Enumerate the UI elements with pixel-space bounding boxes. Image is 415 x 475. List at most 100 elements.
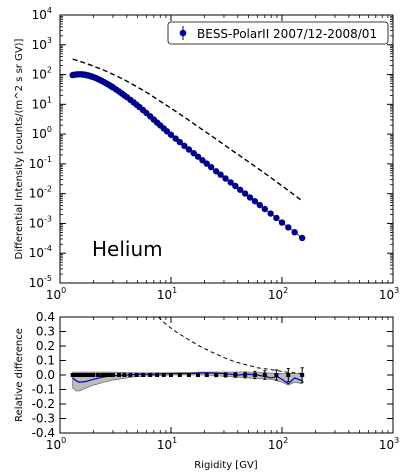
data-point [207,163,215,171]
top-x-tick-label: 102 [268,286,288,302]
data-point [278,219,286,226]
residual-point [274,373,279,377]
residual-point [155,373,160,377]
residual-point [116,373,121,377]
bottom-y-tick-label: 0.4 [36,310,55,324]
data-point [190,149,197,157]
bottom-y-tick-label: 0.2 [36,339,55,353]
top-y-tick-label: 10-4 [29,244,52,260]
data-point [273,214,280,222]
data-point [172,135,179,142]
data-point [176,138,183,146]
residual-point [286,373,291,377]
model-dashed-line [72,58,303,202]
bottom-y-tick-label: -0.4 [32,426,55,440]
residual-point [186,373,191,377]
x-axis-label: Rigidity [GV] [194,460,257,471]
top-y-tick-label: 103 [32,36,52,52]
residual-point [107,373,112,377]
top-y-tick-label: 101 [32,95,52,111]
residual-point [204,373,209,377]
residual-point [252,373,257,377]
residual-point [148,373,153,377]
top-x-tick-label: 100 [46,286,66,302]
data-point [199,157,206,164]
bottom-x-tick-label: 100 [46,436,66,452]
data-point [285,224,292,231]
legend-marker [179,29,187,37]
residual-point [128,373,133,377]
top-y-tick-label: 10-1 [29,155,52,171]
data-point [232,182,239,190]
data-point [267,210,274,217]
residual-point [88,373,93,377]
residual-point [110,373,115,377]
data-point [246,194,254,201]
data-point [298,234,306,242]
bottom-y-tick-label: 0.1 [36,354,55,368]
residual-point [243,373,248,377]
data-point [236,186,244,193]
residual-point [100,373,105,377]
bottom-y-tick-label: -0.1 [32,383,55,397]
residual-point [91,373,96,377]
residual-point [96,373,101,377]
residual-point [214,373,219,377]
top-x-ticks: 100 101 102 103 [46,15,399,302]
residual-point [169,373,173,377]
bottom-x-tick-label: 103 [379,436,399,452]
residual-point [195,373,200,377]
residual-point [134,373,139,377]
residual-point [104,373,109,377]
helium-annotation: Helium [92,237,163,261]
data-point [241,190,249,197]
top-y-tick-label: 10-3 [29,214,52,230]
top-y-tick-label: 10-5 [29,274,52,290]
residual-point [233,373,238,377]
bottom-y-axis-label: Relative difference [14,328,25,422]
top-y-tick-label: 10-2 [29,185,52,201]
bottom-y-ticks: -0.4-0.3-0.2-0.10.00.10.20.30.4 [32,310,393,440]
data-point [167,131,175,138]
bottom-panel: 100 101 102 103 -0.4-0.3-0.2-0.10.00.10.20.… [14,310,399,471]
residual-point [122,373,127,377]
data-point [227,179,234,186]
legend-label: BESS-PolarII 2007/12-2008/01 [197,27,377,41]
residual-point [223,373,228,377]
data-point [194,153,202,160]
bottom-data-points [70,367,305,383]
data-point [212,168,220,175]
top-dashed-curve [72,58,303,202]
top-y-tick-label: 100 [32,125,52,141]
top-panel: 100 101 102 103 10-510-410-310-210-11001011… [14,6,399,302]
top-y-axis-label: Differential Intensity [counts/(m^2 s sr… [14,38,25,259]
bottom-y-tick-label: -0.3 [32,412,55,426]
residual-point [300,373,305,377]
top-x-tick-label: 101 [157,286,177,302]
top-y-tick-label: 104 [32,6,52,22]
top-plot-frame [59,14,394,284]
data-point [185,146,193,153]
residual-point [86,373,91,377]
data-point [181,142,188,150]
bottom-x-tick-label: 102 [268,436,288,452]
legend-box [167,21,389,45]
top-x-tick-label: 103 [379,286,399,302]
bottom-y-tick-label: 0.0 [36,368,55,382]
residual-point [161,373,166,377]
data-point [251,197,259,205]
top-data-points [69,71,306,242]
residual-point [141,373,146,377]
data-point [222,175,229,182]
data-point [203,160,210,167]
bottom-x-ticks: 100 101 102 103 [46,317,399,452]
data-point [256,201,263,209]
top-y-tick-label: 102 [32,66,52,82]
data-point [261,205,269,213]
top-y-ticks: 10-5 10-4 10-3 10-2 10-1 100 101 102 103 104 [29,6,393,290]
bottom-y-tick-label: -0.2 [32,397,55,411]
residual-point [262,373,267,377]
data-point [291,229,298,236]
residual-point [177,373,182,377]
